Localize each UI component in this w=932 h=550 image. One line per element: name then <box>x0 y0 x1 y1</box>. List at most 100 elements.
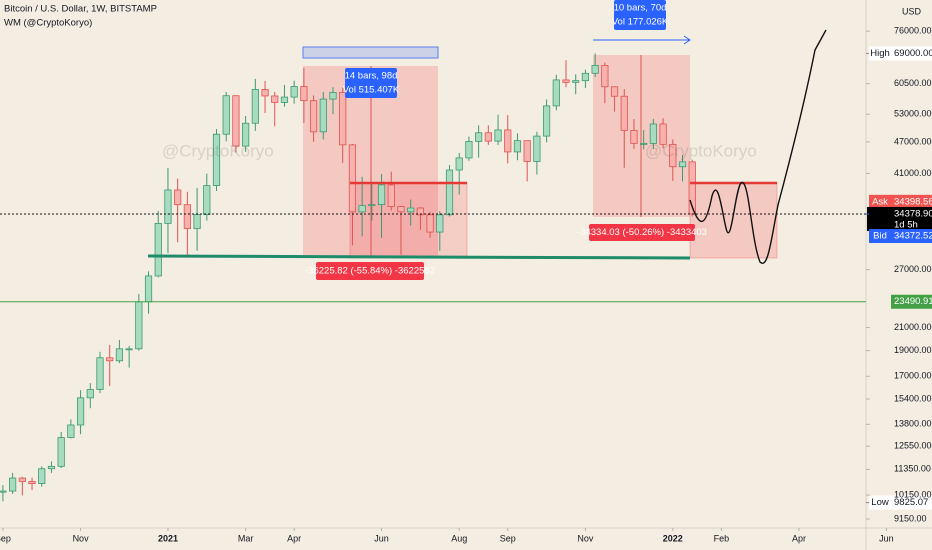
y-tick-label: 9150.00 <box>894 513 927 523</box>
y-tick-label: 53000.00 <box>894 109 932 119</box>
candle-body <box>57 437 65 467</box>
tag-name: Ask <box>872 196 888 207</box>
candle-body <box>106 357 114 362</box>
candle-body <box>154 222 162 277</box>
price-tag-text: 69000.00 <box>894 48 932 59</box>
candle-body <box>397 206 405 213</box>
candle-body <box>368 204 376 207</box>
candle-body <box>465 141 473 159</box>
arrow-head <box>683 35 691 45</box>
x-tick-label: Nov <box>577 533 594 543</box>
y-tick-label: 47000.00 <box>894 136 932 146</box>
candle-body <box>630 130 638 144</box>
candle-body <box>377 184 386 206</box>
candle-body <box>329 92 337 100</box>
candle-body <box>620 95 628 131</box>
price-tag <box>891 495 932 510</box>
tag-name-box <box>869 495 891 510</box>
candle-body <box>407 207 415 213</box>
x-tick-label: Feb <box>714 533 730 543</box>
x-tick-label: Jun <box>879 533 894 543</box>
change-text: -36225.82 (-55.84%) -3622582 <box>305 266 435 277</box>
candle-body <box>542 105 551 137</box>
price-tag-text: 9825.07 <box>894 497 928 508</box>
candle-body <box>358 205 366 213</box>
y-tick-label: 19000.00 <box>894 345 932 355</box>
candle-body <box>28 481 36 484</box>
candle-body <box>445 169 454 216</box>
candle-body <box>591 65 599 74</box>
x-tick-label: Mar <box>238 533 254 543</box>
candle-body <box>319 98 327 133</box>
title: Bitcoin / U.S. Dollar, 1W, BITSTAMP <box>4 4 157 15</box>
candle-body <box>455 157 463 171</box>
candle-body <box>504 129 512 153</box>
candle-body <box>193 214 201 230</box>
candle-body <box>436 214 444 233</box>
support-line <box>147 254 691 260</box>
info-box <box>345 68 397 98</box>
candle-body <box>678 161 687 168</box>
candle-body <box>416 207 424 216</box>
candle-body <box>96 357 104 390</box>
price-tag-text: 34372.52 <box>894 231 932 242</box>
range-bar <box>302 46 439 59</box>
candle-body <box>494 129 502 142</box>
candle-body <box>533 135 541 162</box>
candle-body <box>610 86 619 97</box>
info-text: Vol 177.026K <box>612 17 669 28</box>
info-text: 14 bars, 98d <box>345 71 398 82</box>
candle-body <box>38 468 46 484</box>
candle-body <box>135 301 143 350</box>
info-box <box>614 0 666 30</box>
x-tick-label: Sep <box>0 533 11 543</box>
candle-body <box>475 132 483 142</box>
y-tick-label: 11350.00 <box>894 464 931 474</box>
candle-body <box>271 95 279 103</box>
candle-body <box>47 465 56 470</box>
y-tick-label: 27000.00 <box>894 264 932 274</box>
y-tick-label: 17000.00 <box>894 371 932 381</box>
watermark: @CryptoKoryo <box>162 141 274 160</box>
y-tick-label: 60500.00 <box>894 78 932 88</box>
candle-body <box>523 140 531 162</box>
x-tick-label: Sep <box>500 533 516 543</box>
candle-body <box>203 185 211 216</box>
price-tag <box>891 194 932 209</box>
candle-body <box>0 490 7 493</box>
candle-body <box>426 214 434 233</box>
price-tag <box>891 46 932 61</box>
candle-body <box>280 96 289 103</box>
info-text: 10 bars, 70d <box>614 3 667 14</box>
candle-body <box>222 95 230 135</box>
indicator: WM (@CryptoKoryo) <box>4 18 92 29</box>
candle-body <box>144 275 153 303</box>
candle-body <box>232 95 240 147</box>
x-tick-label: Aug <box>451 533 467 543</box>
x-tick-label: 2022 <box>663 533 683 543</box>
candle-body <box>9 477 17 492</box>
y-tick-label: 21000.00 <box>894 322 932 332</box>
x-tick-label: Jun <box>374 533 389 543</box>
candle-body <box>649 123 657 144</box>
x-tick-label: Apr <box>792 533 806 543</box>
candle-body <box>86 389 94 399</box>
candle-body <box>659 123 667 145</box>
candle-body <box>669 143 677 168</box>
currency: USD <box>902 6 922 16</box>
watermark: @CryptoKoryo <box>645 141 757 160</box>
candle-body <box>261 89 269 97</box>
x-tick-label: Nov <box>73 533 90 543</box>
candle-body <box>552 79 560 107</box>
candle-body <box>300 86 308 102</box>
candle-body <box>67 424 75 438</box>
y-tick-label: 15400.00 <box>894 393 932 403</box>
candle-body <box>572 80 580 83</box>
y-tick-label: 10150.00 <box>894 489 932 499</box>
candle-body <box>581 72 590 82</box>
candle-body <box>125 348 133 351</box>
candle-body <box>339 92 347 146</box>
candle-body <box>387 184 395 207</box>
price-tag <box>891 229 932 244</box>
